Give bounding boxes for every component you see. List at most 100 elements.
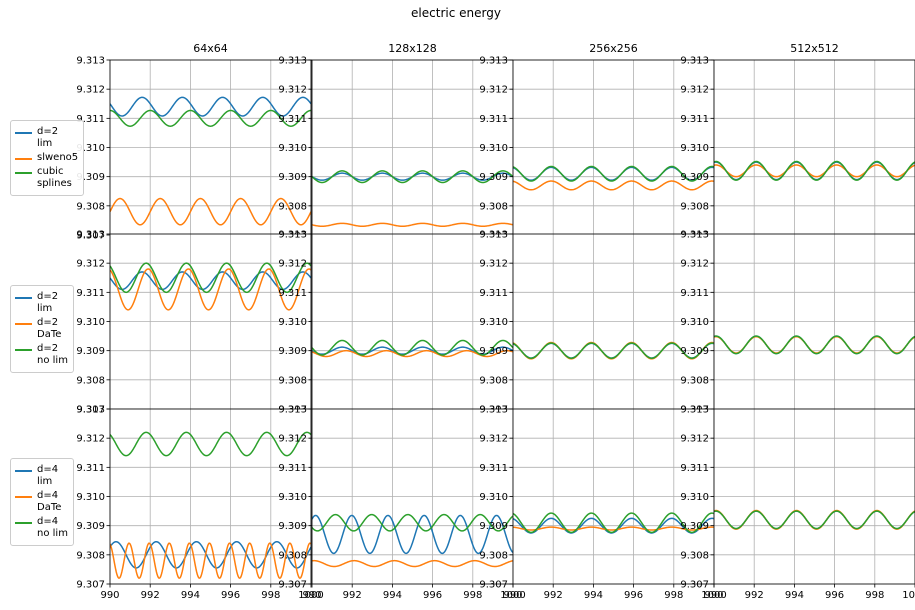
x-tick-label: 990 <box>503 590 522 601</box>
y-tick-label: 9.309 <box>278 346 307 357</box>
series-line-1 <box>110 96 311 117</box>
y-tick-label: 9.313 <box>680 56 709 67</box>
y-tick-label: 9.312 <box>479 85 508 96</box>
x-tick-label: 1000 <box>902 590 915 601</box>
series-line-3 <box>513 165 714 182</box>
x-tick-label: 998 <box>463 590 482 601</box>
legend-swatch <box>15 470 32 472</box>
y-tick-label: 9.310 <box>76 492 105 503</box>
y-tick-label: 9.313 <box>278 230 307 241</box>
y-tick-label: 9.312 <box>76 434 105 445</box>
y-tick-label: 9.311 <box>278 463 307 474</box>
series-line-2 <box>513 526 714 531</box>
y-tick-label: 9.309 <box>76 346 105 357</box>
column-title: 64x64 <box>193 42 228 55</box>
y-tick-label: 9.309 <box>76 521 105 532</box>
series-line-3 <box>513 512 714 534</box>
legend-row-2: d=2 lim d=2 DaTe d=2 no lim <box>10 285 74 373</box>
series-line-2 <box>110 542 311 579</box>
series-line-2 <box>513 180 714 191</box>
legend-swatch <box>15 172 32 174</box>
y-tick-label: 9.310 <box>680 143 709 154</box>
y-tick-label: 9.308 <box>76 201 105 212</box>
legend-entry: slweno5 <box>15 152 78 164</box>
legend-entry: d=2 DaTe <box>15 317 68 341</box>
y-tick-label: 9.313 <box>76 405 105 416</box>
legend-label: d=2 DaTe <box>37 317 62 340</box>
panel-r3-c3: 9.307 9.308 9.309 9.310 9.311 9.312 9.313 990 99… <box>479 405 726 602</box>
series-line-3 <box>714 335 915 355</box>
legend-entry: d=4 no lim <box>15 516 68 540</box>
x-tick-label: 996 <box>221 590 240 601</box>
y-tick-label: 9.310 <box>278 492 307 503</box>
y-tick-label: 9.312 <box>680 434 709 445</box>
panel-r2-c1: 9.307 9.308 9.309 9.310 9.311 9.312 9.313 <box>76 230 312 416</box>
y-tick-label: 9.313 <box>76 56 105 67</box>
y-tick-label: 9.307 <box>278 580 307 591</box>
legend-entry: d=2 lim <box>15 126 78 150</box>
y-tick-label: 9.311 <box>680 288 709 299</box>
legend-label: d=2 lim <box>37 126 59 149</box>
y-tick-label: 9.310 <box>680 492 709 503</box>
y-tick-label: 9.307 <box>76 405 105 416</box>
panel-r1-c2: 9.3079.3089.3099.3109.3119.3129.313128x1… <box>278 42 514 242</box>
panel-r1-c1: 9.307 9.308 9.309 9.310 9.311 9.312 9.313 64x64 <box>76 42 312 242</box>
legend-row-3: d=4 lim d=4 DaTe d=4 no lim <box>10 458 74 546</box>
y-tick-label: 9.307 <box>76 580 105 591</box>
y-tick-label: 9.312 <box>76 85 105 96</box>
series-line-3 <box>312 170 513 184</box>
x-tick-label: 994 <box>584 590 603 601</box>
y-tick-label: 9.313 <box>479 56 508 67</box>
series-line-3 <box>110 431 311 457</box>
y-tick-label: 9.313 <box>680 230 709 241</box>
legend-swatch <box>15 496 32 498</box>
y-tick-label: 9.308 <box>680 375 709 386</box>
series-line-2 <box>312 559 513 568</box>
y-tick-label: 9.309 <box>479 521 508 532</box>
y-tick-label: 9.311 <box>76 463 105 474</box>
series-line-3 <box>312 513 513 532</box>
x-tick-label: 990 <box>100 590 119 601</box>
x-tick-label: 992 <box>141 590 160 601</box>
y-tick-label: 9.308 <box>479 201 508 212</box>
y-tick-label: 9.311 <box>76 288 105 299</box>
panel-r3-c4: 9.307 9.308 9.309 9.310 9.311 9.312 9.313 990 99… <box>680 405 915 601</box>
x-tick-label: 998 <box>865 590 884 601</box>
y-tick-label: 9.313 <box>76 230 105 241</box>
y-tick-label: 9.308 <box>680 201 709 212</box>
series-line-3 <box>714 160 915 181</box>
y-tick-label: 9.313 <box>278 56 307 67</box>
y-tick-label: 9.312 <box>278 85 307 96</box>
y-tick-label: 9.309 <box>76 172 105 183</box>
y-tick-label: 9.312 <box>479 434 508 445</box>
x-tick-label: 996 <box>624 590 643 601</box>
y-tick-label: 9.307 <box>76 231 105 242</box>
subplot-grid: 9.307 9.308 9.309 9.310 9.311 9.312 9.313 64x64… <box>76 42 915 601</box>
y-tick-label: 9.309 <box>680 172 709 183</box>
legend-swatch <box>15 323 32 325</box>
y-tick-label: 9.310 <box>76 317 105 328</box>
y-tick-label: 9.312 <box>76 259 105 270</box>
legend-entry: d=2 lim <box>15 291 68 315</box>
y-tick-label: 9.311 <box>680 114 709 125</box>
series-line-3 <box>110 109 311 127</box>
column-title: 128x128 <box>388 42 437 55</box>
legend-label: d=2 lim <box>37 291 59 314</box>
x-tick-label: 1000 <box>701 590 726 601</box>
x-tick-label: 992 <box>544 590 563 601</box>
series-line-1 <box>312 514 513 555</box>
legend-swatch <box>15 349 32 351</box>
x-tick-label: 994 <box>785 590 804 601</box>
x-tick-label: 996 <box>423 590 442 601</box>
y-tick-label: 9.309 <box>479 346 508 357</box>
y-tick-label: 9.311 <box>278 288 307 299</box>
y-tick-label: 9.311 <box>278 114 307 125</box>
y-tick-label: 9.307 <box>680 580 709 591</box>
legend-label: slweno5 <box>37 152 79 163</box>
y-tick-label: 9.313 <box>479 230 508 241</box>
y-tick-label: 9.312 <box>479 259 508 270</box>
y-tick-label: 9.311 <box>479 463 508 474</box>
y-tick-label: 9.313 <box>479 405 508 416</box>
legend-row-1: d=2 lim slweno5 cubic splines <box>10 120 85 196</box>
y-tick-label: 9.309 <box>278 521 307 532</box>
